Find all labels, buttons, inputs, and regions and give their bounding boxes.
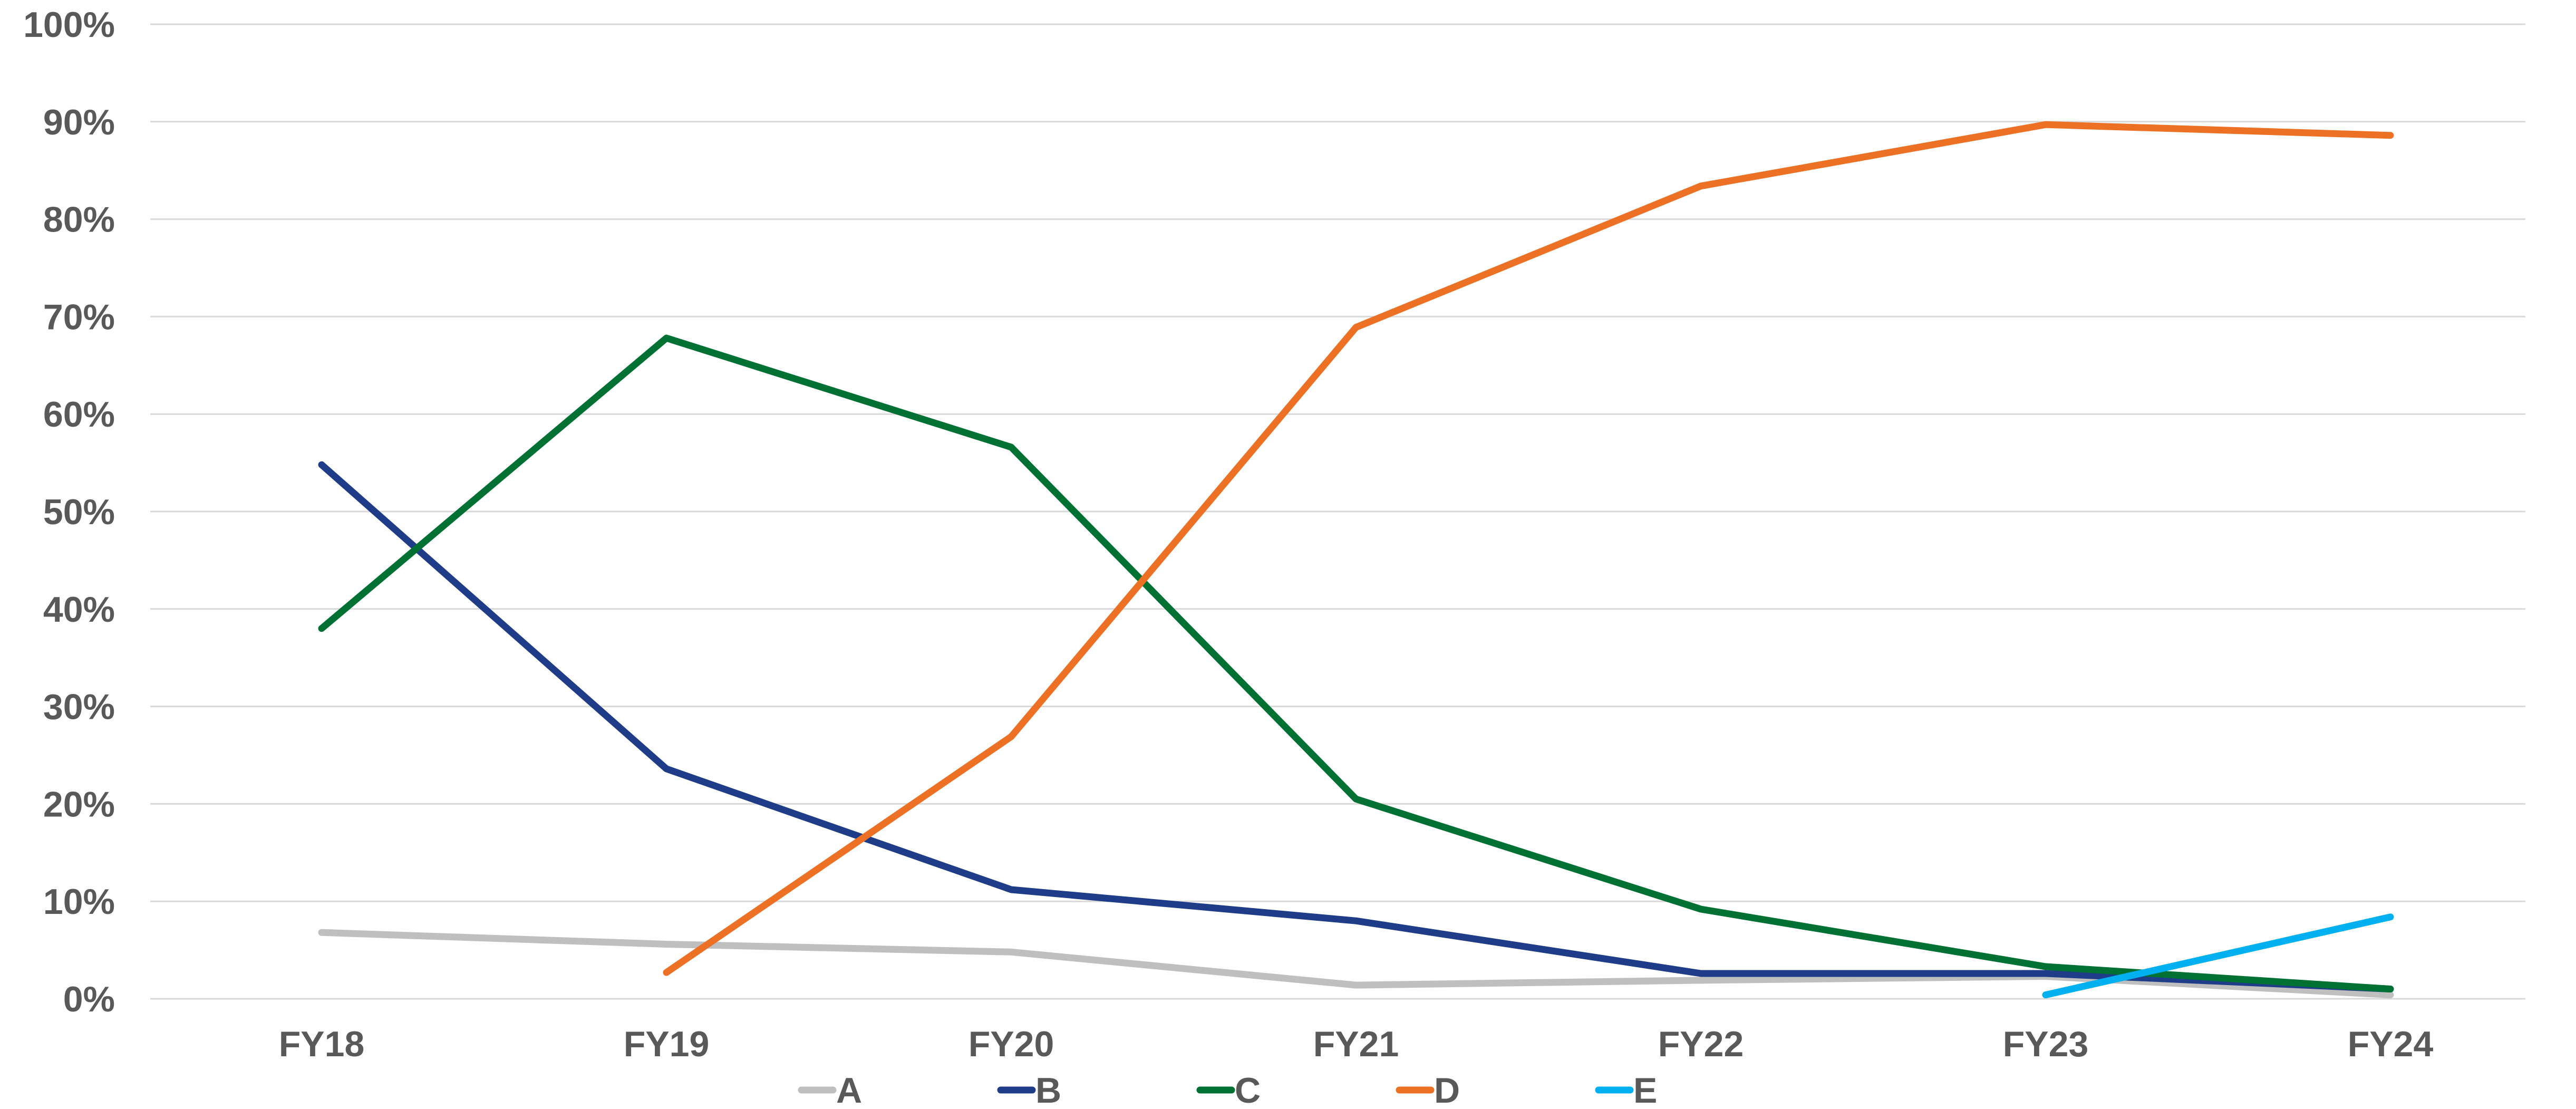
series-lines [318,121,2394,999]
y-tick-label: 50% [43,492,115,532]
x-axis-tick-labels: FY18 FY19 FY20 FY21 FY22 FY23 FY24 [279,1024,2434,1064]
y-tick-label: 60% [43,394,115,435]
y-tick-label: 20% [43,784,115,824]
legend-label-b: B [1035,1071,1061,1109]
series-line-b [318,461,2394,992]
legend-label-a: A [836,1071,862,1109]
x-tick-label: FY23 [2003,1024,2089,1064]
y-tick-label: 30% [43,687,115,727]
series-line-d [663,121,2394,976]
x-tick-label: FY21 [1313,1024,1399,1064]
x-tick-label: FY19 [624,1024,710,1064]
y-axis-tick-labels: 0% 10% 20% 30% 40% 50% 60% 70% 80% 90% 100% [23,5,115,1019]
y-tick-label: 80% [43,200,115,240]
series-line-e [2042,913,2394,999]
x-tick-label: FY20 [969,1024,1054,1064]
y-tick-label: 90% [43,102,115,142]
y-tick-label: 100% [23,5,115,45]
legend: A B C D E [798,1071,1657,1109]
legend-label-e: E [1633,1071,1657,1109]
y-tick-label: 40% [43,590,115,630]
legend-label-d: D [1434,1071,1460,1109]
x-tick-label: FY22 [1658,1024,1744,1064]
x-tick-label: FY18 [279,1024,365,1064]
series-line-c [318,334,2394,992]
x-tick-label: FY24 [2348,1024,2434,1064]
legend-label-c: C [1235,1071,1261,1109]
y-tick-label: 0% [63,979,115,1019]
gridlines [150,23,2525,1000]
y-tick-label: 10% [43,882,115,922]
y-tick-label: 70% [43,297,115,337]
